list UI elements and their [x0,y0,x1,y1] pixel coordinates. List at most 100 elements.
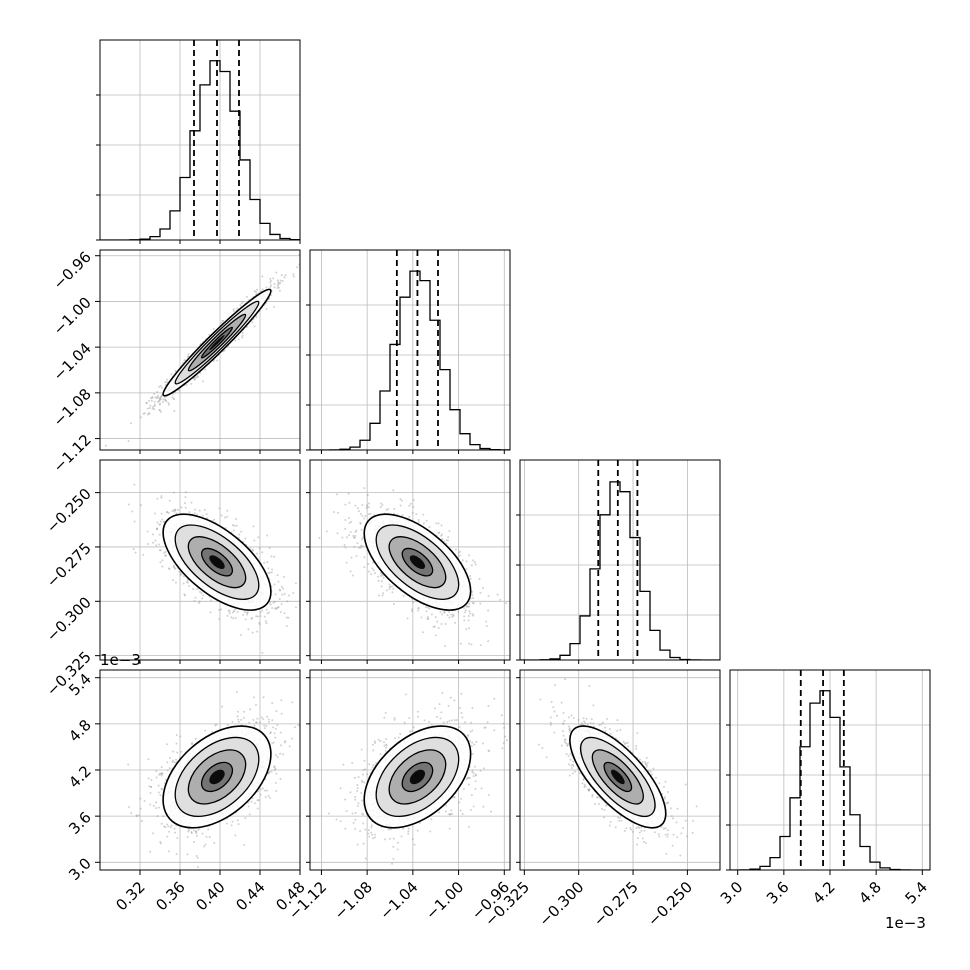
scatter-point [230,616,233,619]
scatter-point [174,508,177,511]
scatter-point [165,381,168,384]
scatter-point [283,593,286,596]
scatter-point [361,514,364,517]
scatter-point [441,538,444,541]
scatter-point [146,530,149,533]
scatter-point [271,742,274,745]
scatter-point [266,534,269,537]
scatter-point [388,588,391,591]
scatter-point [195,834,198,837]
scatter-point [174,369,177,372]
scatter-point [271,568,274,571]
histogram-panel-1 [310,250,510,450]
scatter-point [401,514,404,517]
scatter-point [195,830,198,833]
scatter-point [140,504,143,507]
scatter-point [457,610,460,613]
scatter-point [391,585,394,588]
scatter-point [232,308,235,311]
scatter-point [463,619,466,622]
scatter-point [318,537,321,540]
scatter-point [361,503,364,506]
scatter-point [285,616,288,619]
scatter-point [276,574,279,577]
scatter-point [192,840,195,843]
scatter-point [162,520,165,523]
scatter-point [213,841,216,844]
scatter-point [467,615,470,618]
scatter-point [210,599,213,602]
scatter-frame-2-1 [309,459,511,661]
scatter-point [365,507,368,510]
scatter-point [432,625,435,628]
scatter-point [244,537,247,540]
scatter-point [387,507,390,510]
scatter-point [499,598,502,601]
scatter-point [294,582,297,585]
scatter-point [176,509,179,512]
scatter-point [148,399,151,402]
scatter-point [436,620,439,623]
scatter-point [355,529,358,532]
scatter-point [255,316,258,319]
scatter-point [152,541,155,544]
scatter-point [180,506,183,509]
scatter-point [470,643,473,646]
scatter-point [178,570,181,573]
scatter-point [447,536,450,539]
scatter-point [441,533,444,536]
scatter-point [237,338,240,341]
scatter-point [172,579,175,582]
scatter-point [344,546,347,549]
scatter-point [370,573,373,576]
scatter-point [471,559,474,562]
scatter-point [443,611,446,614]
scatter-point [454,621,457,624]
scatter-point [465,560,468,563]
scatter-point [147,412,150,415]
scatter-point [159,397,162,400]
scatter-point [226,614,229,617]
scatter-point [164,550,167,553]
scatter-point [153,393,156,396]
scatter-point [256,615,259,618]
scatter-point [149,404,152,407]
scatter-point [187,355,190,358]
scatter-point [143,412,146,415]
scatter-point [202,594,205,597]
scatter-point [468,605,471,608]
scatter-point [156,527,159,530]
scatter-frame-1-0 [99,249,301,451]
scatter-point [279,752,282,755]
scatter-point [268,547,271,550]
scatter-point [172,750,175,753]
scatter-point [284,274,287,277]
scatter-point [183,593,186,596]
scatter-point [226,515,229,518]
scatter-point [244,618,247,621]
scatter-point [417,521,420,524]
scatter-point [201,597,204,600]
scatter-point [379,571,382,574]
scatter-point [142,553,145,556]
scatter-point [382,592,385,595]
scatter-point [142,412,145,415]
histogram-frame-1 [309,249,511,451]
scatter-point [130,422,133,425]
scatter-point [470,564,473,567]
scatter-point [202,380,205,383]
scatter-point [275,271,278,274]
scatter-point [134,551,137,554]
scatter-point [204,843,207,846]
scatter-point [410,610,413,613]
scatter-point [359,522,362,525]
scatter-point [251,548,254,551]
scatter-point [287,616,290,619]
scatter-point [182,582,185,585]
scatter-point [236,307,239,310]
scatter-point [166,511,169,514]
scatter-point [132,548,135,551]
scatter-point [161,559,164,562]
scatter-point [145,401,148,404]
